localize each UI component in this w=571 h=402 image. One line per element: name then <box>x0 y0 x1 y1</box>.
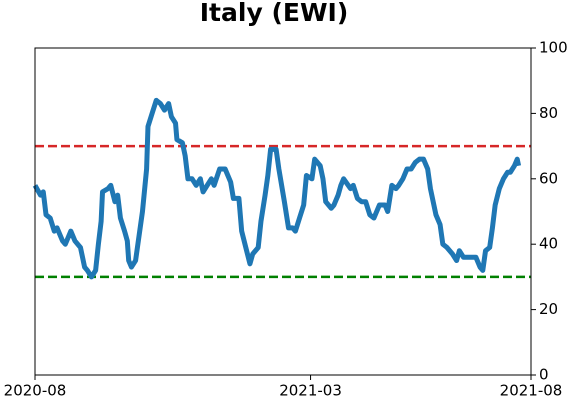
x-tick-label: 2021-08 <box>500 382 563 400</box>
x-tick-label: 2021-03 <box>279 382 342 400</box>
y-tick-label: 100 <box>539 39 568 57</box>
chart-title: Italy (EWI) <box>200 0 349 27</box>
y-tick-label: 40 <box>539 235 558 253</box>
data-line <box>32 97 522 280</box>
y-tick-label: 60 <box>539 169 558 187</box>
y-tick-label: 80 <box>539 104 558 122</box>
plot-frame <box>34 47 532 376</box>
x-tick-label: 2020-08 <box>4 382 67 400</box>
y-tick-label: 0 <box>539 366 549 384</box>
y-tick-label: 20 <box>539 300 558 318</box>
